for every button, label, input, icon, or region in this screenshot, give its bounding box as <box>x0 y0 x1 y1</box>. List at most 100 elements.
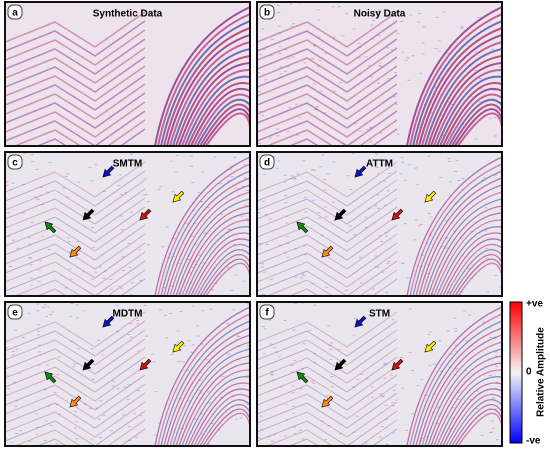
noise <box>55 404 59 406</box>
noise <box>21 212 25 214</box>
noise <box>123 161 127 163</box>
noise <box>57 413 61 415</box>
noise <box>28 440 32 442</box>
noise <box>18 429 22 431</box>
noise <box>374 255 378 257</box>
noise <box>197 192 201 194</box>
noise <box>277 160 281 162</box>
reflector <box>442 88 502 146</box>
noise <box>303 245 307 247</box>
noise <box>261 115 265 117</box>
noise <box>68 251 72 253</box>
noise <box>304 211 308 213</box>
noise <box>42 306 46 308</box>
noise <box>196 335 200 337</box>
noise <box>193 243 197 245</box>
reflector <box>424 198 502 296</box>
noise <box>427 212 431 214</box>
noise <box>247 220 250 222</box>
reflector <box>257 74 398 111</box>
arrow <box>334 208 347 221</box>
reflector <box>427 55 502 146</box>
reflector <box>205 112 250 146</box>
reflector <box>181 369 250 446</box>
noise <box>489 87 493 89</box>
reflector <box>421 341 502 446</box>
arrow-shape <box>321 395 334 408</box>
noise <box>293 177 297 179</box>
noise <box>478 78 482 80</box>
noise <box>230 165 234 167</box>
noise <box>101 354 105 356</box>
noise <box>188 272 192 274</box>
noise <box>455 351 459 353</box>
noise <box>324 439 328 441</box>
noise <box>289 178 293 180</box>
noise <box>37 365 41 367</box>
reflector <box>257 170 398 207</box>
arrow-shape <box>391 208 404 221</box>
noise <box>498 245 502 247</box>
noise <box>49 424 53 426</box>
noise <box>417 225 421 227</box>
noise <box>137 350 141 352</box>
noise <box>420 254 424 256</box>
label-box <box>259 154 275 170</box>
noise <box>67 241 71 243</box>
noise <box>428 364 432 366</box>
noise <box>367 207 371 209</box>
noise <box>96 339 100 341</box>
noise <box>236 335 240 337</box>
panel-bg <box>5 302 250 446</box>
noise <box>434 86 438 88</box>
reflector <box>257 188 398 225</box>
noise <box>259 415 263 417</box>
noise <box>313 361 317 363</box>
arrow-shape <box>82 208 95 221</box>
noise <box>385 418 389 420</box>
reflector <box>257 383 398 420</box>
noise <box>365 14 369 16</box>
noise <box>313 45 317 47</box>
noise <box>175 155 179 157</box>
noise <box>237 336 241 338</box>
noise <box>62 187 66 189</box>
noise <box>159 186 163 188</box>
noise <box>157 188 161 190</box>
noise <box>456 392 460 394</box>
arrow-shape <box>172 190 185 203</box>
noise <box>353 234 357 236</box>
reflector <box>175 355 250 446</box>
reflector <box>418 334 502 446</box>
reflector <box>439 232 502 296</box>
noise <box>408 308 412 310</box>
noise <box>200 201 204 203</box>
noise <box>109 278 113 280</box>
noise <box>14 405 18 407</box>
panel-title: ATTM <box>366 159 393 170</box>
arrow <box>424 190 437 203</box>
noise <box>75 438 79 440</box>
arrow <box>69 245 82 258</box>
noise <box>421 140 425 142</box>
noise <box>23 152 27 154</box>
noise <box>495 382 499 384</box>
reflector <box>166 184 250 296</box>
noise <box>186 258 190 260</box>
panel-label: c <box>12 158 18 169</box>
noise <box>385 235 389 237</box>
noise <box>483 230 487 232</box>
noise <box>225 231 229 233</box>
reflector <box>199 403 250 446</box>
noise <box>387 261 391 263</box>
noise <box>98 266 102 268</box>
noise <box>425 435 429 437</box>
noise <box>449 133 453 135</box>
noise <box>292 412 296 414</box>
panel-title: STM <box>369 309 390 320</box>
noise <box>418 13 422 15</box>
noise <box>327 425 331 427</box>
noise <box>391 49 395 51</box>
noise <box>116 388 120 390</box>
noise <box>162 287 166 289</box>
